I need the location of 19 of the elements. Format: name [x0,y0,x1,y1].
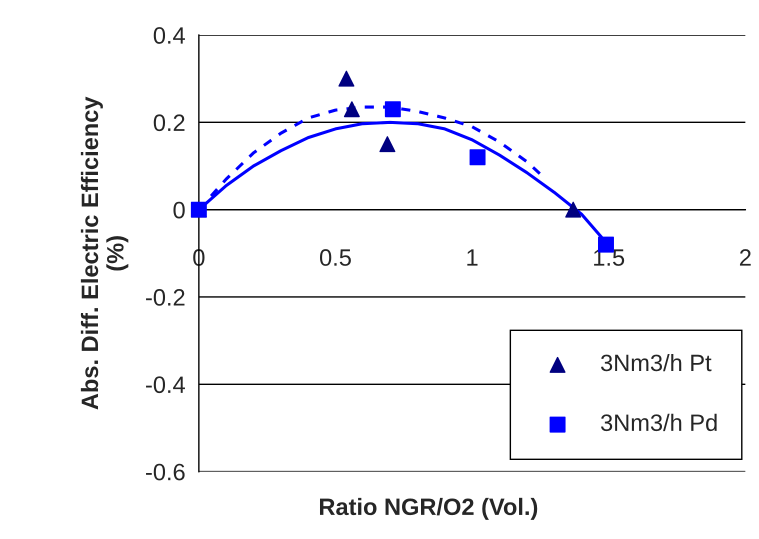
point [344,101,360,118]
x-axis-title: Ratio NGR/O2 (Vol.) [320,498,538,520]
point [379,136,396,152]
y-tick-label: -0.4 [146,376,185,394]
legend-label: 3Nm3/h Pd [600,414,717,432]
y-tick-label: 0.2 [154,114,184,132]
point [384,101,401,118]
y-tick-label: -0.6 [146,464,185,480]
x-tick-label: 0.5 [320,249,351,266]
x-tick-label: 2 [740,249,751,266]
point [470,149,486,166]
point [565,202,582,218]
y-tick-label: 0 [173,202,185,218]
point [338,70,354,87]
x-tick-label: 1 [467,249,478,266]
y-tick-label: 0.4 [154,27,185,44]
y-tick-label: -0.2 [146,289,184,306]
legend-label: 3Nm3/h Pt [600,354,712,372]
y-axis-title: Abs. Diff. Electric Efficiency (%) [80,96,128,410]
